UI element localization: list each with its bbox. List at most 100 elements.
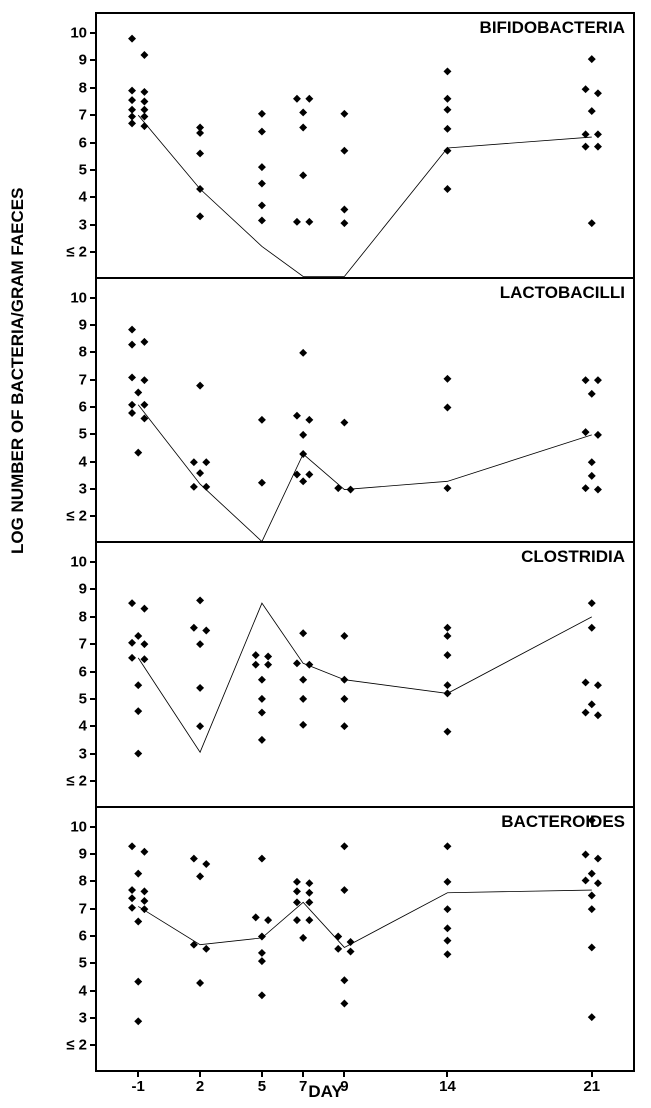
data-point [134,869,142,877]
data-point [258,163,266,171]
x-tick-label: -1 [132,1078,145,1095]
data-point [264,916,272,924]
data-point [334,944,342,952]
data-point [299,108,307,116]
data-point [128,325,136,333]
y-tick [90,962,97,964]
data-point [128,106,136,114]
y-tick-label: 7 [79,636,87,653]
y-tick-label: 9 [79,316,87,333]
chart-stack: BIFIDOBACTERIA≤ 2345678910LACTOBACILLI≤ … [95,12,635,1072]
data-point [443,842,451,850]
data-point [258,478,266,486]
data-point [588,1013,596,1021]
y-tick [90,698,97,700]
data-point [134,1017,142,1025]
data-point [299,695,307,703]
data-point [594,711,602,719]
data-point [140,640,148,648]
data-point [190,940,198,948]
y-tick-label: 10 [70,818,87,835]
y-tick-label: 8 [79,608,87,625]
data-point [588,55,596,63]
y-tick-label: 6 [79,134,87,151]
y-tick [90,725,97,727]
data-point [128,119,136,127]
data-point [594,879,602,887]
data-point [340,418,348,426]
data-point [299,171,307,179]
chart-panel-lactobacilli: LACTOBACILLI≤ 2345678910 [95,277,635,542]
data-point [443,681,451,689]
data-point [588,471,596,479]
data-point [443,403,451,411]
data-point [299,124,307,132]
plot-area [97,543,633,806]
data-point [140,88,148,96]
data-point [134,917,142,925]
data-point [134,707,142,715]
y-tick [90,114,97,116]
data-point [299,348,307,356]
y-tick-label: 4 [79,718,87,735]
x-axis-label: DAY [308,1082,342,1102]
data-point [582,850,590,858]
data-point [588,389,596,397]
y-tick [90,1017,97,1019]
y-tick-label: 4 [79,453,87,470]
y-tick-label: ≤ 2 [66,508,87,525]
data-point [588,107,596,115]
data-point [128,639,136,647]
data-point [305,916,313,924]
data-point [443,374,451,382]
trend-line [138,890,592,947]
data-point [202,944,210,952]
data-point [258,180,266,188]
data-point [258,695,266,703]
y-tick [90,780,97,782]
data-point [347,485,355,493]
data-point [582,428,590,436]
data-point [196,722,204,730]
y-tick-label: 5 [79,955,87,972]
data-point [588,624,596,632]
data-point [293,916,301,924]
data-point [264,661,272,669]
y-tick-label: 10 [70,554,87,571]
data-point [196,684,204,692]
data-point [128,340,136,348]
data-point [594,854,602,862]
data-point [128,409,136,417]
y-tick [90,753,97,755]
data-point [588,458,596,466]
y-tick-label: 9 [79,52,87,69]
data-point [258,709,266,717]
y-tick-label: 3 [79,481,87,498]
chart-panel-bifidobacteria: BIFIDOBACTERIA≤ 2345678910 [95,12,635,277]
y-tick-label: 6 [79,399,87,416]
data-point [293,218,301,226]
y-tick [90,297,97,299]
y-tick-label: 3 [79,1010,87,1027]
data-point [299,933,307,941]
data-point [443,106,451,114]
x-tick [343,1070,345,1077]
y-tick-label: ≤ 2 [66,1037,87,1054]
x-tick-label: 14 [439,1078,456,1095]
x-tick-label: 9 [340,1078,348,1095]
trend-line [138,404,592,541]
y-tick-label: ≤ 2 [66,772,87,789]
data-point [140,400,148,408]
data-point [128,599,136,607]
data-point [594,430,602,438]
y-tick [90,379,97,381]
data-point [128,373,136,381]
y-tick-label: 9 [79,845,87,862]
y-tick-label: ≤ 2 [66,243,87,260]
data-point [128,400,136,408]
data-point [305,95,313,103]
plot-area [97,14,633,277]
data-point [128,654,136,662]
data-point [443,484,451,492]
data-point [588,943,596,951]
